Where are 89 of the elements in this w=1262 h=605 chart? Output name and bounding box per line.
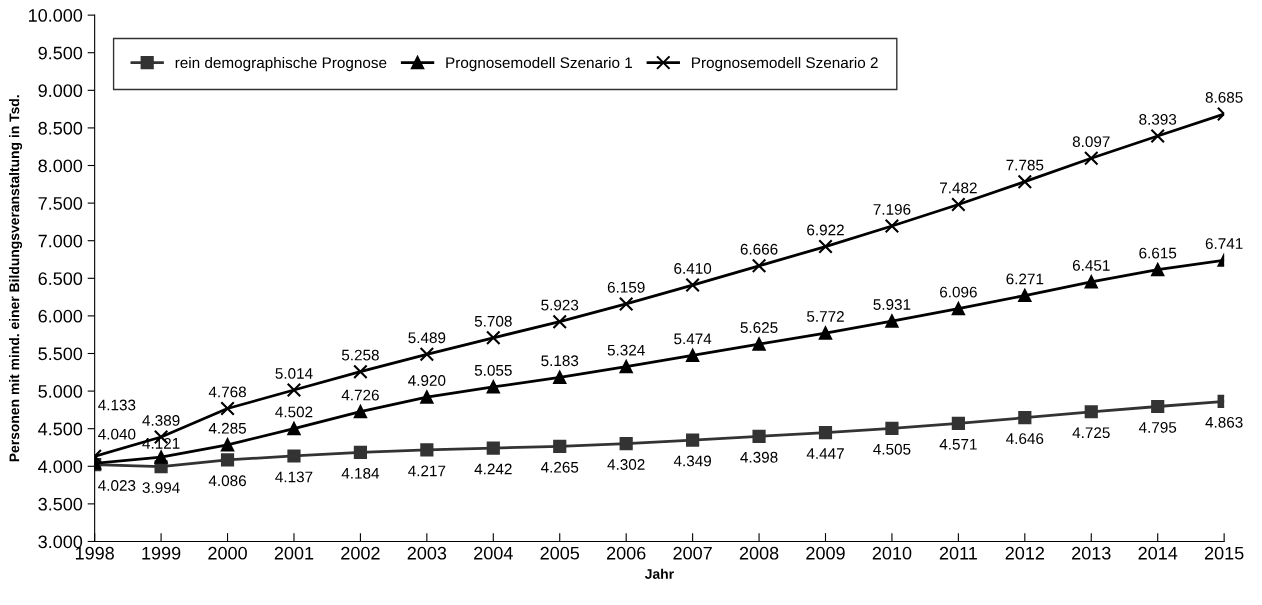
data-label: 6.666 (740, 243, 778, 255)
data-label: 7.482 (940, 182, 977, 194)
x-tick-label: 2010 (872, 546, 912, 560)
data-label: 4.265 (540, 461, 579, 473)
data-label: 5.324 (607, 344, 645, 356)
x-tick-label: 2013 (1072, 546, 1111, 560)
data-label: 8.685 (1205, 92, 1243, 103)
x-tick-label: 2015 (1204, 546, 1244, 560)
data-label: 5.183 (541, 355, 579, 367)
y-tick-label: 8.500 (38, 121, 83, 135)
x-tick-label: 2006 (607, 546, 646, 560)
data-label: 4.349 (673, 455, 712, 467)
x-tick-label: 2005 (540, 546, 580, 560)
data-label: 4.447 (806, 448, 844, 459)
data-label: 5.931 (873, 299, 911, 310)
data-label: 6.410 (674, 263, 712, 274)
data-label: 4.137 (275, 471, 313, 483)
y-tick-label: 4.500 (38, 422, 83, 436)
data-label: 4.389 (142, 415, 180, 426)
data-label: 5.055 (474, 364, 512, 376)
x-tick-label: 2014 (1138, 546, 1178, 560)
data-label: 4.023 (98, 480, 136, 491)
x-tick-label: 2012 (1005, 546, 1044, 560)
data-label: 5.923 (541, 299, 579, 311)
data-label: 5.014 (275, 368, 313, 379)
data-label: 4.920 (408, 375, 446, 386)
x-tick-label: 2002 (341, 546, 380, 560)
data-label: 4.571 (939, 439, 977, 450)
x-tick-label: 1999 (142, 546, 181, 560)
x-tick-label: 2009 (806, 546, 845, 560)
y-tick-label: 9.000 (38, 84, 83, 98)
data-label: 4.285 (208, 422, 247, 434)
y-tick-label: 7.000 (38, 234, 83, 248)
data-label: 4.242 (474, 463, 512, 475)
x-tick-label: 2003 (407, 546, 447, 560)
y-tick-label: 9.500 (38, 46, 83, 60)
data-label: 4.725 (1072, 427, 1110, 439)
data-label: 6.271 (1006, 273, 1044, 285)
legend-label: rein demographische Prognose (175, 56, 387, 72)
y-tick-label: 6.000 (38, 309, 83, 323)
data-label: 7.196 (873, 203, 911, 215)
x-axis-title: Jahr (644, 568, 674, 579)
data-label: 5.489 (408, 332, 446, 344)
data-label: 5.625 (740, 322, 778, 333)
y-tick-label: 6.500 (38, 272, 83, 286)
data-label: 3.994 (142, 482, 180, 494)
data-label: 4.133 (98, 399, 136, 411)
y-tick-label: 4.000 (38, 460, 83, 473)
data-label: 4.302 (607, 459, 645, 470)
data-label: 6.159 (607, 281, 645, 293)
data-label: 4.726 (341, 389, 379, 401)
y-tick-label: 5.000 (38, 385, 83, 398)
data-label: 6.096 (940, 286, 977, 298)
data-label: 4.863 (1205, 416, 1243, 428)
data-label: 5.474 (674, 333, 712, 345)
data-label: 8.393 (1139, 113, 1177, 125)
data-label: 4.184 (341, 467, 380, 479)
y-tick-label: 3.500 (38, 497, 83, 511)
x-tick-label: 2007 (673, 546, 712, 560)
y-axis-title: Personen mit mind. einer Bildungsveranstaltung in Tsd. (9, 95, 23, 462)
y-tick-label: 8.000 (38, 159, 83, 173)
data-label: 4.646 (1006, 433, 1044, 445)
data-label: 4.768 (208, 386, 246, 398)
data-label: 4.217 (408, 465, 446, 477)
data-label: 5.772 (806, 311, 844, 322)
y-tick-label: 7.500 (38, 197, 83, 210)
x-tick-label: 2004 (474, 546, 513, 560)
data-label: 6.615 (1139, 247, 1177, 259)
data-label: 7.785 (1006, 159, 1044, 171)
x-tick-label: 2011 (939, 546, 977, 560)
x-tick-label: 2000 (208, 546, 247, 560)
data-label: 6.741 (1205, 238, 1243, 249)
legend-label: Prognosemodell Szenario 1 (446, 56, 632, 72)
data-label: 4.398 (740, 451, 778, 463)
data-label: 8.097 (1072, 136, 1110, 148)
x-tick-label: 2001 (274, 546, 314, 560)
y-tick-label: 5.500 (38, 347, 83, 361)
data-label: 4.795 (1138, 422, 1177, 433)
data-label: 4.505 (873, 443, 911, 455)
data-label: 6.922 (807, 224, 844, 236)
data-label: 4.086 (208, 475, 246, 487)
data-label: 6.451 (1072, 259, 1110, 271)
data-label: 4.502 (275, 406, 313, 418)
x-tick-label: 2008 (739, 546, 779, 560)
y-tick-label: 10.000 (29, 9, 83, 22)
legend-label: Prognosemodell Szenario 2 (692, 56, 878, 72)
data-label: 4.040 (98, 428, 136, 440)
data-label: 5.708 (474, 315, 512, 327)
data-label: 5.258 (341, 349, 379, 361)
